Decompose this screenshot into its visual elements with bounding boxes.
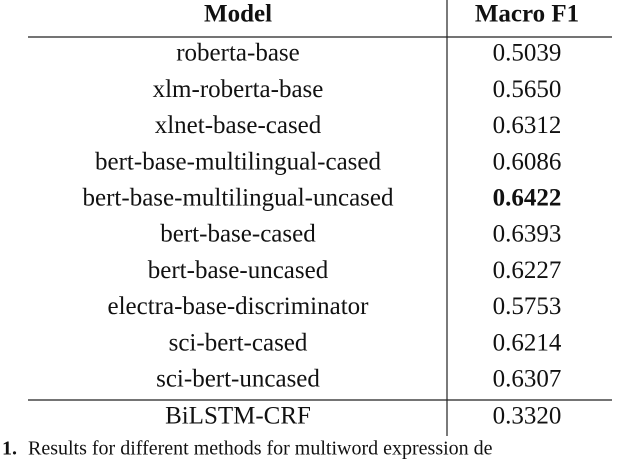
score: 0.6307 xyxy=(493,366,562,393)
model-name: sci-bert-cased xyxy=(169,329,308,356)
score: 0.6214 xyxy=(493,329,562,356)
model-name: bert-base-uncased xyxy=(148,257,329,284)
score: 0.6422 xyxy=(493,185,562,212)
model-name: xlnet-base-cased xyxy=(155,112,322,139)
baseline-score: 0.3320 xyxy=(493,403,562,430)
caption-text: Results for different methods for multiw… xyxy=(28,438,493,460)
score: 0.6227 xyxy=(493,257,562,284)
caption-label: 1. xyxy=(2,438,17,460)
model-name: roberta-base xyxy=(176,40,300,67)
score: 0.6312 xyxy=(493,112,562,139)
header-model: Model xyxy=(204,1,272,28)
model-name: sci-bert-uncased xyxy=(156,366,320,393)
baseline-name: BiLSTM-CRF xyxy=(165,403,311,430)
model-name: xlm-roberta-base xyxy=(153,76,324,103)
score: 0.5753 xyxy=(493,293,562,320)
model-name: bert-base-cased xyxy=(160,221,316,248)
score: 0.5039 xyxy=(493,40,562,67)
model-name: bert-base-multilingual-cased xyxy=(95,148,381,175)
model-name: bert-base-multilingual-uncased xyxy=(83,185,394,212)
model-name: electra-base-discriminator xyxy=(108,293,370,320)
score: 0.6086 xyxy=(493,148,562,175)
score: 0.6393 xyxy=(493,221,562,248)
header-score: Macro F1 xyxy=(475,1,579,28)
score: 0.5650 xyxy=(493,76,562,103)
